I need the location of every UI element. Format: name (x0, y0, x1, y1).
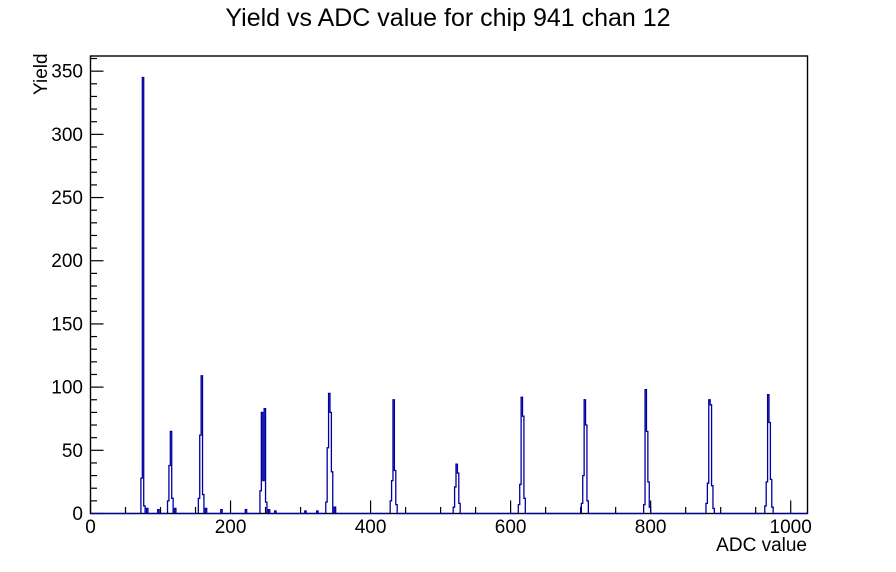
y-tick-label: 200 (51, 251, 83, 272)
y-axis-title: Yield (31, 53, 52, 95)
x-axis-title: ADC value (716, 535, 807, 556)
y-tick-label: 100 (51, 378, 83, 399)
y-tick-label: 300 (51, 125, 83, 146)
x-tick-label: 400 (355, 517, 387, 538)
x-tick-label: 600 (495, 517, 527, 538)
x-tick-label: 0 (85, 517, 96, 538)
y-tick-label: 150 (51, 314, 83, 335)
axis-tick-labels: 0 200 400 600 800 1000 0 50 100 150 200 250 300 350 (51, 62, 812, 538)
chart-title: Yield vs ADC value for chip 941 chan 12 (225, 4, 670, 32)
y-tick-label: 0 (72, 504, 83, 525)
x-tick-label: 1000 (770, 517, 812, 538)
x-tick-label: 800 (635, 517, 667, 538)
y-tick-label: 250 (51, 188, 83, 209)
y-tick-label: 50 (62, 441, 83, 462)
histogram-line (90, 76, 808, 515)
x-tick-label: 200 (215, 517, 247, 538)
y-tick-label: 350 (51, 62, 83, 83)
